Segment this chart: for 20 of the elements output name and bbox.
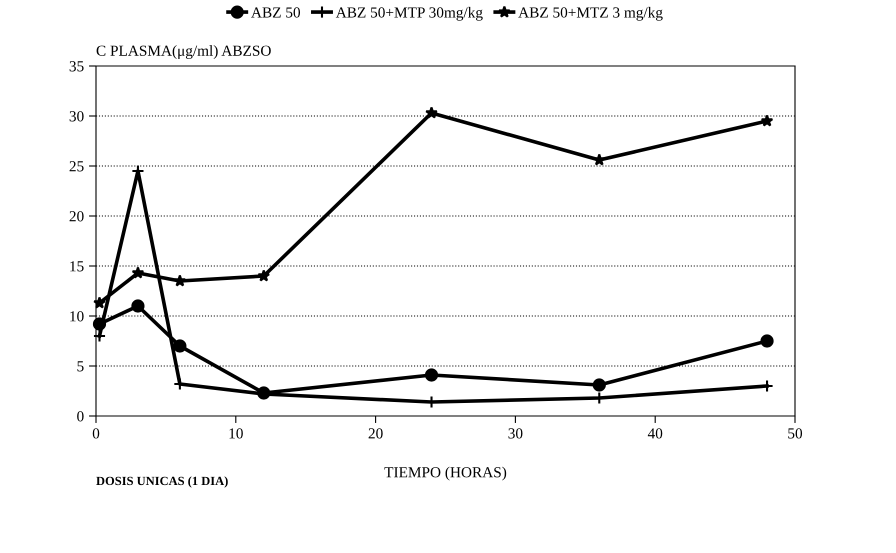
y-tick-label: 0 (77, 411, 84, 422)
legend-label: ABZ 50 (251, 7, 300, 18)
legend-label: ABZ 50+MTP 30mg/kg (336, 6, 483, 21)
y-tick-label: 5 (77, 361, 84, 372)
y-tick-label: 35 (70, 61, 84, 72)
y-tick-label: 20 (70, 211, 84, 222)
y-tick-label: 25 (70, 161, 84, 172)
x-tick-label: 0 (92, 428, 100, 439)
text: DOSIS UNICAS (1 DIA) (96, 476, 228, 488)
x-tick-label: 30 (508, 428, 522, 439)
x-tick-label: 10 (230, 428, 243, 439)
legend-label: ABZ 50+MTZ 3 mg/kg (518, 6, 663, 21)
x-axis-title: TIEMPO (HORAS) (384, 466, 506, 481)
y-tick-label: 10 (70, 311, 84, 322)
x-tick-label: 40 (648, 428, 662, 439)
y-tick-label: 15 (70, 261, 84, 272)
x-tick-label: 50 (788, 428, 802, 439)
y-axis-title: C PLASMA(μg/ml) ABZSO (96, 45, 271, 59)
x-tick-label: 20 (368, 428, 383, 439)
y-tick-label: 30 (70, 111, 84, 122)
